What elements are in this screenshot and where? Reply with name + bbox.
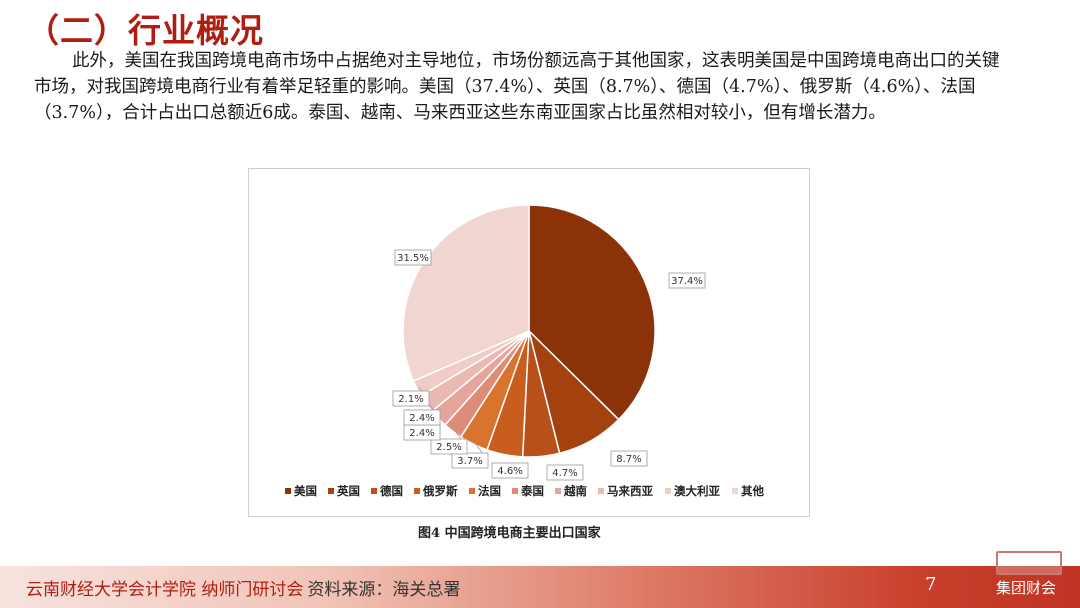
data-label-1: 8.7%: [616, 454, 641, 465]
legend-swatch-7: [598, 488, 604, 494]
body-paragraph: 此外，美国在我国跨境电商市场中占据绝对主导地位，市场份额远高于其他国家，这表明美…: [34, 51, 1000, 123]
footer-org: 云南财经大学会计学院 纳师门研讨会: [26, 580, 304, 600]
legend-swatch-1: [328, 488, 334, 494]
pie-data-labels: 37.4%8.7%4.7%4.6%3.7%2.5%2.4%2.4%2.1%31.…: [392, 249, 706, 481]
data-label-8: 2.1%: [398, 394, 423, 405]
footer-text: 云南财经大学会计学院 纳师门研讨会 资料来源：海关总署: [26, 575, 460, 600]
legend-label-0: 美国: [294, 484, 317, 498]
data-label-3: 4.6%: [497, 466, 522, 477]
data-label-4: 3.7%: [457, 456, 482, 467]
pie-chart: 37.4%8.7%4.7%4.6%3.7%2.5%2.4%2.4%2.1%31.…: [285, 204, 764, 498]
legend-label-6: 越南: [563, 484, 587, 498]
data-label-box-5: [430, 438, 468, 455]
data-label-2: 4.7%: [552, 468, 577, 479]
data-label-box-4: [451, 452, 489, 469]
legend-swatch-4: [469, 488, 475, 494]
data-label-box-2: [546, 464, 584, 481]
data-label-box-8: [392, 390, 430, 407]
legend-label-5: 泰国: [520, 484, 544, 498]
legend-swatch-2: [371, 488, 377, 494]
data-label-6: 2.4%: [409, 428, 434, 439]
page-number: 7: [925, 574, 937, 595]
slide-title: （二）行业概况: [26, 11, 264, 50]
legend-label-1: 英国: [336, 484, 360, 498]
data-label-box-0: [668, 272, 706, 289]
figure-caption: 图4 中国跨境电商主要出口国家: [418, 526, 601, 541]
watermark-stamp: [996, 551, 1062, 575]
data-label-5: 2.5%: [436, 442, 461, 453]
data-label-box-7: [403, 409, 441, 426]
footer-source: 资料来源：海关总署: [307, 580, 461, 600]
legend-swatch-5: [512, 488, 518, 494]
legend-label-4: 法国: [478, 484, 501, 498]
legend-swatch-9: [732, 488, 738, 494]
legend-swatch-0: [285, 488, 291, 494]
data-label-0: 37.4%: [671, 276, 703, 287]
legend-label-3: 俄罗斯: [422, 484, 458, 498]
legend-label-8: 澳大利亚: [674, 484, 720, 498]
legend-swatch-8: [665, 488, 671, 494]
brand-logo-text: 集团财会: [996, 579, 1057, 597]
legend-swatch-3: [414, 488, 420, 494]
legend-label-2: 德国: [379, 484, 403, 498]
data-label-9: 31.5%: [397, 253, 429, 264]
footer-bar: [0, 566, 1080, 608]
legend-swatch-6: [555, 488, 561, 494]
pie-chart-frame: 37.4% 8.7% 4.7% 4.6% 3.7% 2.5% 2.4% 2.4% 2.1% 31.…: [248, 168, 810, 517]
data-label-7: 2.4%: [409, 413, 434, 424]
legend-label-9: 其他: [741, 484, 764, 498]
legend-label-7: 马来西亚: [607, 484, 653, 498]
pie-slices: [402, 204, 656, 458]
pie-slice-0: [528, 204, 656, 421]
data-label-box-1: [610, 450, 648, 467]
data-label-box-3: [491, 462, 529, 479]
data-label-box-9: [394, 249, 432, 266]
chart-legend: 美国 英国 德国 俄罗斯 法国 泰国 越南 马来西亚 澳大利亚 其他: [285, 484, 764, 498]
